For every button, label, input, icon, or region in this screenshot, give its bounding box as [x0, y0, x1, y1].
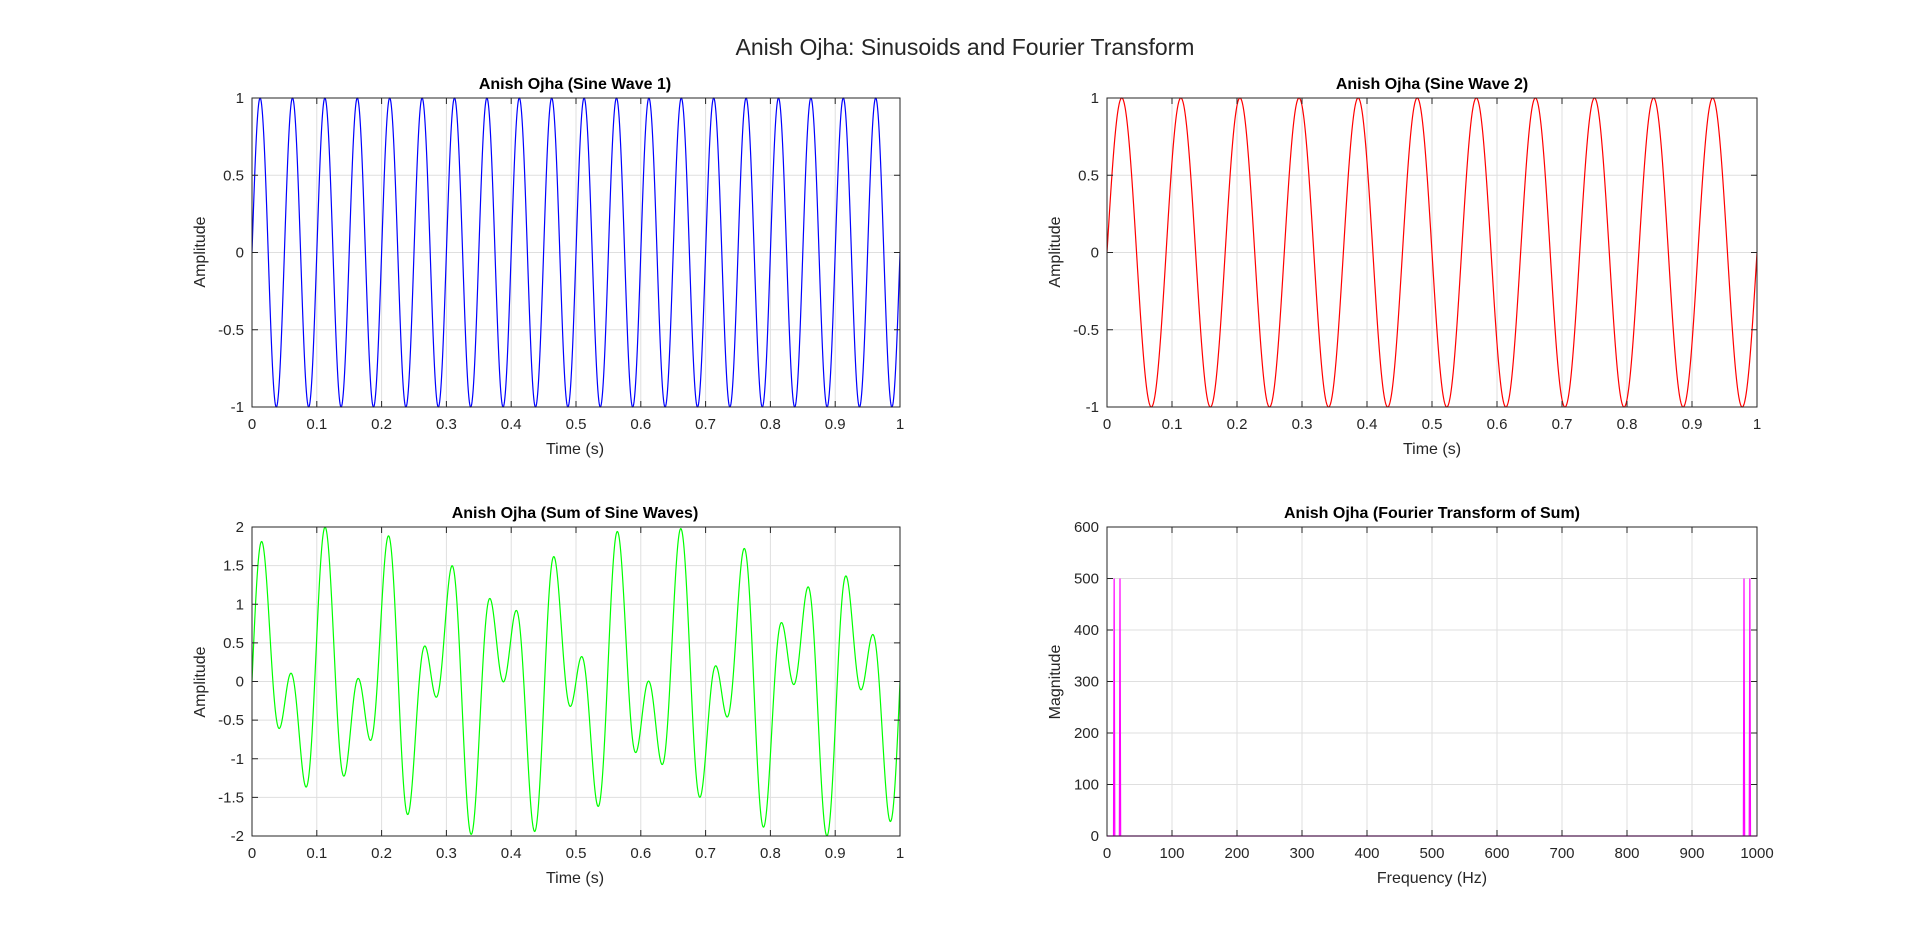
x-tick-label: 0.9 — [1682, 416, 1703, 433]
subplot-title: Anish Ojha (Sine Wave 1) — [479, 76, 671, 93]
axes-1: 0 0.1 0.2 0.3 0.4 0.5 0.6 0.7 0.8 0.9 1 -1 -0.5 0 0.5 1 — [218, 90, 904, 433]
x-tick-label: 0.7 — [1552, 416, 1573, 433]
figure-title: Anish Ojha: Sinusoids and Fourier Transf… — [736, 34, 1195, 60]
x-tick-label: 0.2 — [371, 845, 392, 862]
y-tick-label: -0.5 — [218, 322, 244, 339]
x-tick-label: 0.6 — [1487, 416, 1508, 433]
subplot-title: Anish Ojha (Sum of Sine Waves) — [452, 505, 699, 522]
x-axis-label: Time (s) — [1403, 441, 1461, 458]
x-tick-label: 0 — [248, 845, 256, 862]
x-tick-label: 0.5 — [566, 845, 587, 862]
x-tick-label: 700 — [1549, 845, 1574, 862]
y-axis-label: Amplitude — [1047, 216, 1064, 287]
y-tick-label: 0 — [236, 674, 244, 691]
x-tick-label: 900 — [1679, 845, 1704, 862]
y-tick-label: 0.5 — [223, 167, 244, 184]
x-tick-label: 0.4 — [501, 416, 522, 433]
x-tick-label: 0.2 — [371, 416, 392, 433]
y-tick-label: -1 — [231, 751, 244, 768]
x-tick-label: 0.6 — [630, 416, 651, 433]
subplot-sine-wave-2: Anish Ojha (Sine Wave 2) Time (s) Amplit… — [1047, 76, 1528, 458]
x-tick-label: 0.9 — [825, 416, 846, 433]
x-tick-label: 400 — [1354, 845, 1379, 862]
x-tick-label: 0 — [1103, 416, 1111, 433]
x-tick-label: 0.8 — [760, 416, 781, 433]
y-axis-label: Amplitude — [192, 216, 209, 287]
x-tick-label: 0 — [248, 416, 256, 433]
y-tick-label: 0 — [236, 245, 244, 262]
series-line — [1107, 97, 1757, 408]
y-tick-label: 1 — [236, 596, 244, 613]
x-tick-label: 0.1 — [1162, 416, 1183, 433]
y-axis-label: Amplitude — [192, 646, 209, 717]
y-tick-label: -1.5 — [218, 789, 244, 806]
y-tick-label: 0 — [1091, 828, 1099, 845]
subplot-fourier-transform: Anish Ojha (Fourier Transform of Sum) Fr… — [1047, 505, 1580, 887]
subplot-title: Anish Ojha (Fourier Transform of Sum) — [1284, 505, 1580, 522]
y-tick-label: 0.5 — [1078, 167, 1099, 184]
x-tick-label: 0.6 — [630, 845, 651, 862]
y-tick-label: -0.5 — [218, 712, 244, 729]
y-axis-label: Magnitude — [1047, 645, 1064, 720]
y-tick-label: 500 — [1074, 571, 1099, 588]
x-tick-label: 800 — [1614, 845, 1639, 862]
x-tick-label: 0 — [1103, 845, 1111, 862]
x-tick-label: 1 — [896, 416, 904, 433]
y-tick-label: -1 — [231, 399, 244, 416]
y-tick-label: 2 — [236, 519, 244, 536]
y-tick-label: 1 — [236, 90, 244, 107]
series-line — [252, 97, 900, 408]
x-tick-label: 0.2 — [1227, 416, 1248, 433]
x-axis-label: Time (s) — [546, 870, 604, 887]
x-tick-label: 300 — [1289, 845, 1314, 862]
x-tick-label: 0.7 — [695, 416, 716, 433]
x-tick-label: 0.4 — [501, 845, 522, 862]
x-tick-label: 0.1 — [306, 845, 327, 862]
y-tick-label: 300 — [1074, 674, 1099, 691]
x-tick-label: 0.7 — [695, 845, 716, 862]
x-tick-label: 0.3 — [1292, 416, 1313, 433]
subplot-sine-wave-1: Anish Ojha (Sine Wave 1) Time (s) Amplit… — [192, 76, 671, 458]
x-tick-label: 0.9 — [825, 845, 846, 862]
axes-2: 0 0.1 0.2 0.3 0.4 0.5 0.6 0.7 0.8 0.9 1 -1 -0.5 0 0.5 1 — [1073, 90, 1761, 433]
axes-3: 0 0.1 0.2 0.3 0.4 0.5 0.6 0.7 0.8 0.9 1 -2 -1.5 -1 -0.… — [218, 519, 904, 862]
x-tick-label: 0.8 — [760, 845, 781, 862]
y-tick-label: -0.5 — [1073, 322, 1099, 339]
y-tick-label: 0.5 — [223, 635, 244, 652]
x-tick-label: 0.1 — [306, 416, 327, 433]
y-tick-label: -2 — [231, 828, 244, 845]
x-tick-label: 0.5 — [1422, 416, 1443, 433]
x-tick-label: 0.4 — [1357, 416, 1378, 433]
x-tick-label: 1 — [1753, 416, 1761, 433]
x-tick-label: 0.8 — [1617, 416, 1638, 433]
x-tick-label: 500 — [1419, 845, 1444, 862]
x-tick-label: 1 — [896, 845, 904, 862]
axes-4: 0 100 200 300 400 500 600 700 800 900 1000 0 100 200 3… — [1074, 519, 1774, 862]
x-axis-label: Time (s) — [546, 441, 604, 458]
y-tick-label: 600 — [1074, 519, 1099, 536]
subplot-sum-of-sines: Anish Ojha (Sum of Sine Waves) Time (s) … — [192, 505, 698, 887]
x-tick-label: 200 — [1224, 845, 1249, 862]
x-tick-label: 0.3 — [436, 845, 457, 862]
x-axis-label: Frequency (Hz) — [1377, 870, 1487, 887]
y-tick-label: 0 — [1091, 245, 1099, 262]
x-tick-label: 0.5 — [566, 416, 587, 433]
y-tick-label: 100 — [1074, 777, 1099, 794]
y-tick-label: 200 — [1074, 725, 1099, 742]
x-tick-label: 0.3 — [436, 416, 457, 433]
series-line — [252, 526, 900, 837]
x-tick-label: 1000 — [1740, 845, 1773, 862]
x-tick-label: 100 — [1159, 845, 1184, 862]
subplot-title: Anish Ojha (Sine Wave 2) — [1336, 76, 1528, 93]
y-tick-label: 1.5 — [223, 558, 244, 575]
y-tick-label: -1 — [1086, 399, 1099, 416]
y-tick-label: 1 — [1091, 90, 1099, 107]
x-tick-label: 600 — [1484, 845, 1509, 862]
y-tick-label: 400 — [1074, 622, 1099, 639]
